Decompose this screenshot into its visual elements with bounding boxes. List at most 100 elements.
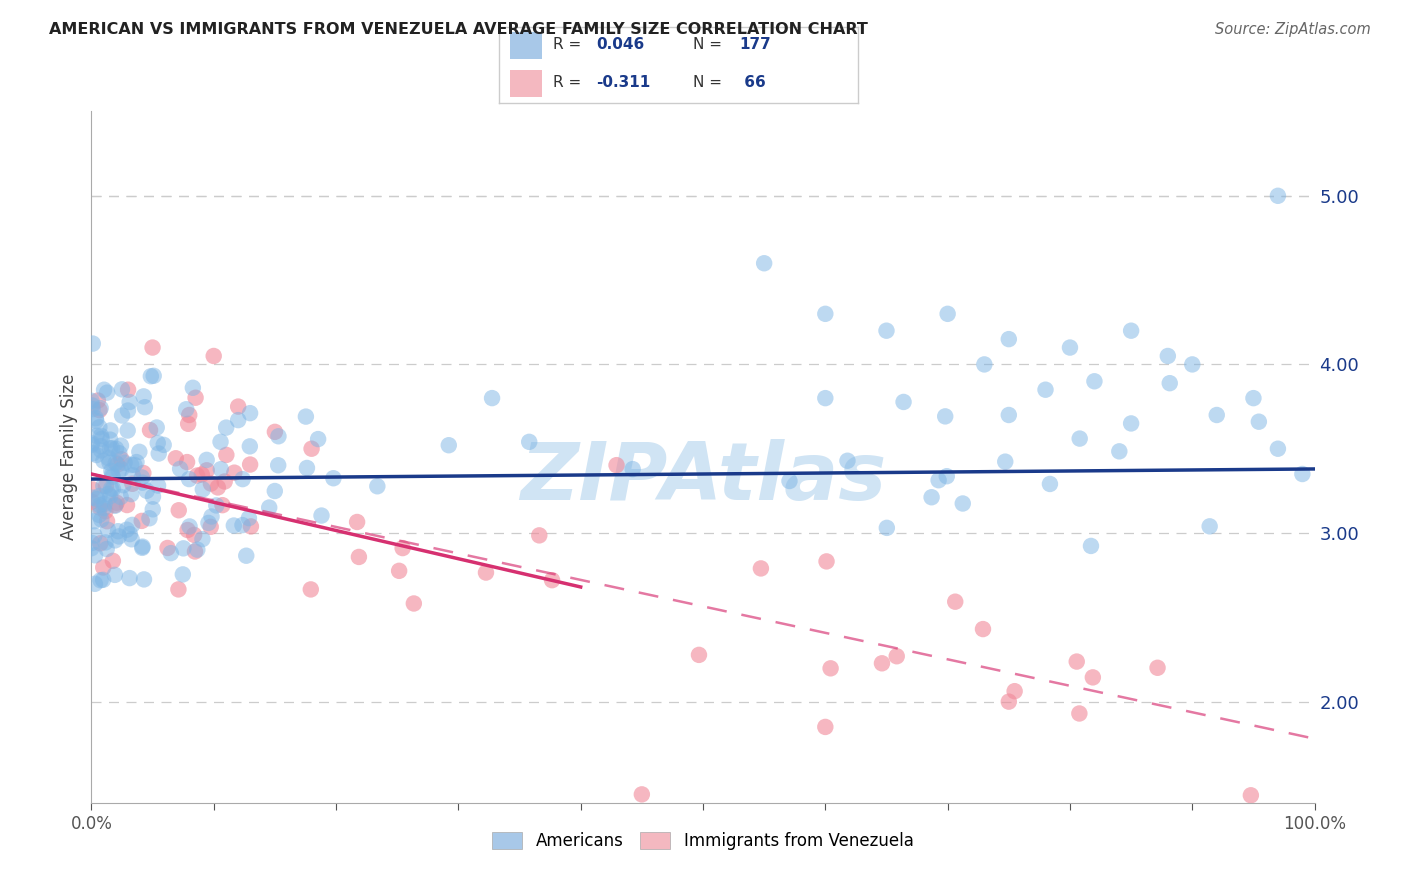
Point: [89, 403, 111, 417]
Point: [104, 499, 127, 513]
Point: [80, 436, 103, 450]
Point: [84, 411, 107, 425]
Point: [226, 400, 249, 414]
Point: [84, 414, 107, 428]
Point: [238, 511, 260, 525]
Point: [184, 391, 207, 405]
Point: [1080, 539, 1102, 553]
Point: [1083, 374, 1105, 388]
Point: [311, 508, 333, 523]
Point: [90, 439, 112, 453]
Point: [96, 514, 118, 528]
Point: [97, 487, 120, 501]
Point: [83, 577, 105, 591]
Point: [232, 472, 254, 486]
Point: [96, 541, 118, 556]
Point: [921, 490, 943, 504]
Point: [200, 520, 222, 534]
Point: [104, 567, 127, 582]
Point: [973, 358, 995, 372]
Point: [131, 475, 153, 490]
Point: [80, 536, 103, 550]
Point: [146, 478, 169, 492]
Text: 0.046: 0.046: [596, 37, 644, 53]
Point: [299, 582, 322, 597]
Point: [301, 442, 323, 456]
Point: [165, 451, 187, 466]
Point: [1069, 432, 1091, 446]
Point: [215, 420, 238, 434]
FancyBboxPatch shape: [510, 70, 543, 96]
Point: [90, 512, 112, 526]
Point: [191, 532, 214, 546]
Point: [94, 535, 117, 549]
Text: 66: 66: [740, 75, 766, 90]
Point: [814, 307, 837, 321]
Point: [267, 429, 290, 443]
Point: [207, 480, 229, 494]
Point: [131, 540, 153, 554]
Point: [1146, 661, 1168, 675]
Point: [779, 474, 801, 488]
FancyBboxPatch shape: [510, 32, 543, 59]
Point: [402, 597, 425, 611]
Point: [80, 494, 103, 508]
Point: [886, 649, 908, 664]
Point: [146, 436, 169, 450]
Point: [89, 420, 111, 434]
Point: [179, 472, 201, 486]
Point: [131, 514, 153, 528]
Point: [167, 503, 190, 517]
Text: R =: R =: [553, 37, 586, 53]
Point: [93, 383, 115, 397]
Point: [307, 432, 329, 446]
Point: [91, 573, 114, 587]
Point: [121, 476, 143, 491]
Point: [108, 529, 131, 543]
Text: AMERICAN VS IMMIGRANTS FROM VENEZUELA AVERAGE FAMILY SIZE CORRELATION CHART: AMERICAN VS IMMIGRANTS FROM VENEZUELA AV…: [49, 22, 868, 37]
Point: [172, 567, 194, 582]
Point: [120, 487, 142, 501]
Point: [1121, 417, 1143, 431]
Point: [115, 523, 138, 537]
Point: [112, 478, 135, 492]
Point: [82, 402, 104, 417]
Point: [145, 420, 167, 434]
Point: [814, 720, 837, 734]
Point: [481, 391, 503, 405]
Point: [179, 408, 201, 422]
Text: 177: 177: [740, 37, 770, 53]
Text: Source: ZipAtlas.com: Source: ZipAtlas.com: [1215, 22, 1371, 37]
Point: [226, 413, 249, 427]
Point: [197, 516, 219, 530]
Point: [94, 504, 117, 518]
Text: R =: R =: [553, 75, 586, 90]
Point: [191, 467, 214, 482]
Point: [239, 458, 262, 472]
Point: [82, 483, 104, 497]
Point: [391, 541, 413, 555]
Point: [1247, 415, 1270, 429]
Point: [195, 463, 218, 477]
Point: [814, 391, 837, 405]
Point: [176, 455, 198, 469]
Point: [475, 566, 498, 580]
Point: [184, 544, 207, 558]
Point: [994, 455, 1017, 469]
Point: [117, 403, 139, 417]
Point: [101, 442, 124, 456]
Point: [110, 462, 132, 476]
Point: [118, 527, 141, 541]
Point: [209, 462, 232, 476]
Point: [82, 336, 104, 351]
Point: [1159, 376, 1181, 391]
Point: [131, 541, 153, 555]
Point: [82, 491, 104, 505]
Point: [222, 518, 245, 533]
Point: [998, 408, 1021, 422]
Point: [177, 417, 200, 431]
Point: [142, 490, 165, 504]
Point: [264, 425, 287, 439]
Point: [195, 453, 218, 467]
Point: [267, 458, 290, 473]
